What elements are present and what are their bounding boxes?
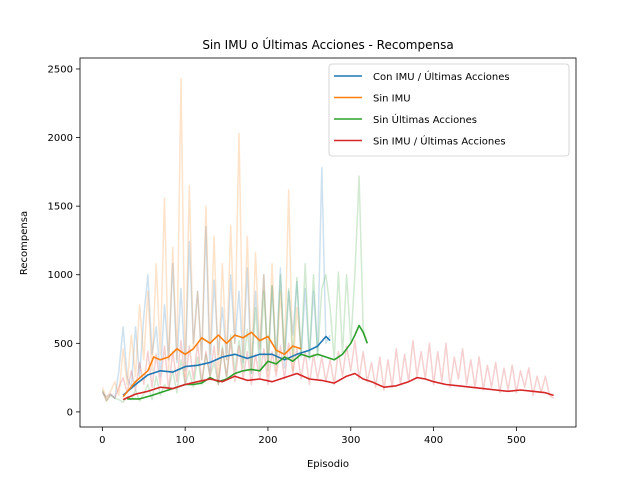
legend-label-1: Sin IMU <box>373 94 411 105</box>
y-tick-label: 500 <box>54 339 73 350</box>
x-axis-title: Episodio <box>307 459 349 470</box>
legend-label-0: Con IMU / Últimas Acciones <box>373 70 510 83</box>
series-0-raw-line <box>101 166 331 399</box>
x-tick-label: 100 <box>176 435 195 446</box>
series-3-smoothed-line <box>122 372 554 401</box>
series-3-raw-line <box>101 339 555 402</box>
x-tick-label: 500 <box>507 435 526 446</box>
chart-title: Sin IMU o Últimas Acciones - Recompensa <box>202 37 453 52</box>
x-tick-label: 200 <box>258 435 277 446</box>
legend-box <box>328 63 570 157</box>
y-axis: 0 500 1000 1500 2000 2500 <box>48 64 80 418</box>
x-axis: 0 100 200 300 400 500 <box>99 427 526 446</box>
series-1-raw-line <box>101 77 302 399</box>
plot-area <box>79 57 577 428</box>
legend-label-2: Sin Últimas Acciones <box>373 113 477 126</box>
y-tick-label: 1000 <box>48 270 73 281</box>
plot-frame <box>79 57 577 428</box>
y-axis-title: Recompensa <box>19 211 30 275</box>
x-tick-label: 0 <box>99 435 105 446</box>
raw-series-group <box>101 77 555 404</box>
x-tick-label: 300 <box>341 435 360 446</box>
legend-label-3: Sin IMU / Últimas Acciones <box>373 135 506 148</box>
series-1-smoothed-line <box>122 331 302 398</box>
series-2-raw-line <box>101 175 369 404</box>
legend: Con IMU / Últimas Acciones Sin IMU Sin Últ… <box>328 63 570 157</box>
y-tick-label: 0 <box>67 407 73 418</box>
y-tick-label: 2000 <box>48 133 73 144</box>
smoothed-series-group <box>122 324 554 401</box>
y-tick-label: 1500 <box>48 202 73 213</box>
y-tick-label: 2500 <box>48 64 73 75</box>
x-tick-label: 400 <box>424 435 443 446</box>
series-0-smoothed-line <box>122 335 331 397</box>
